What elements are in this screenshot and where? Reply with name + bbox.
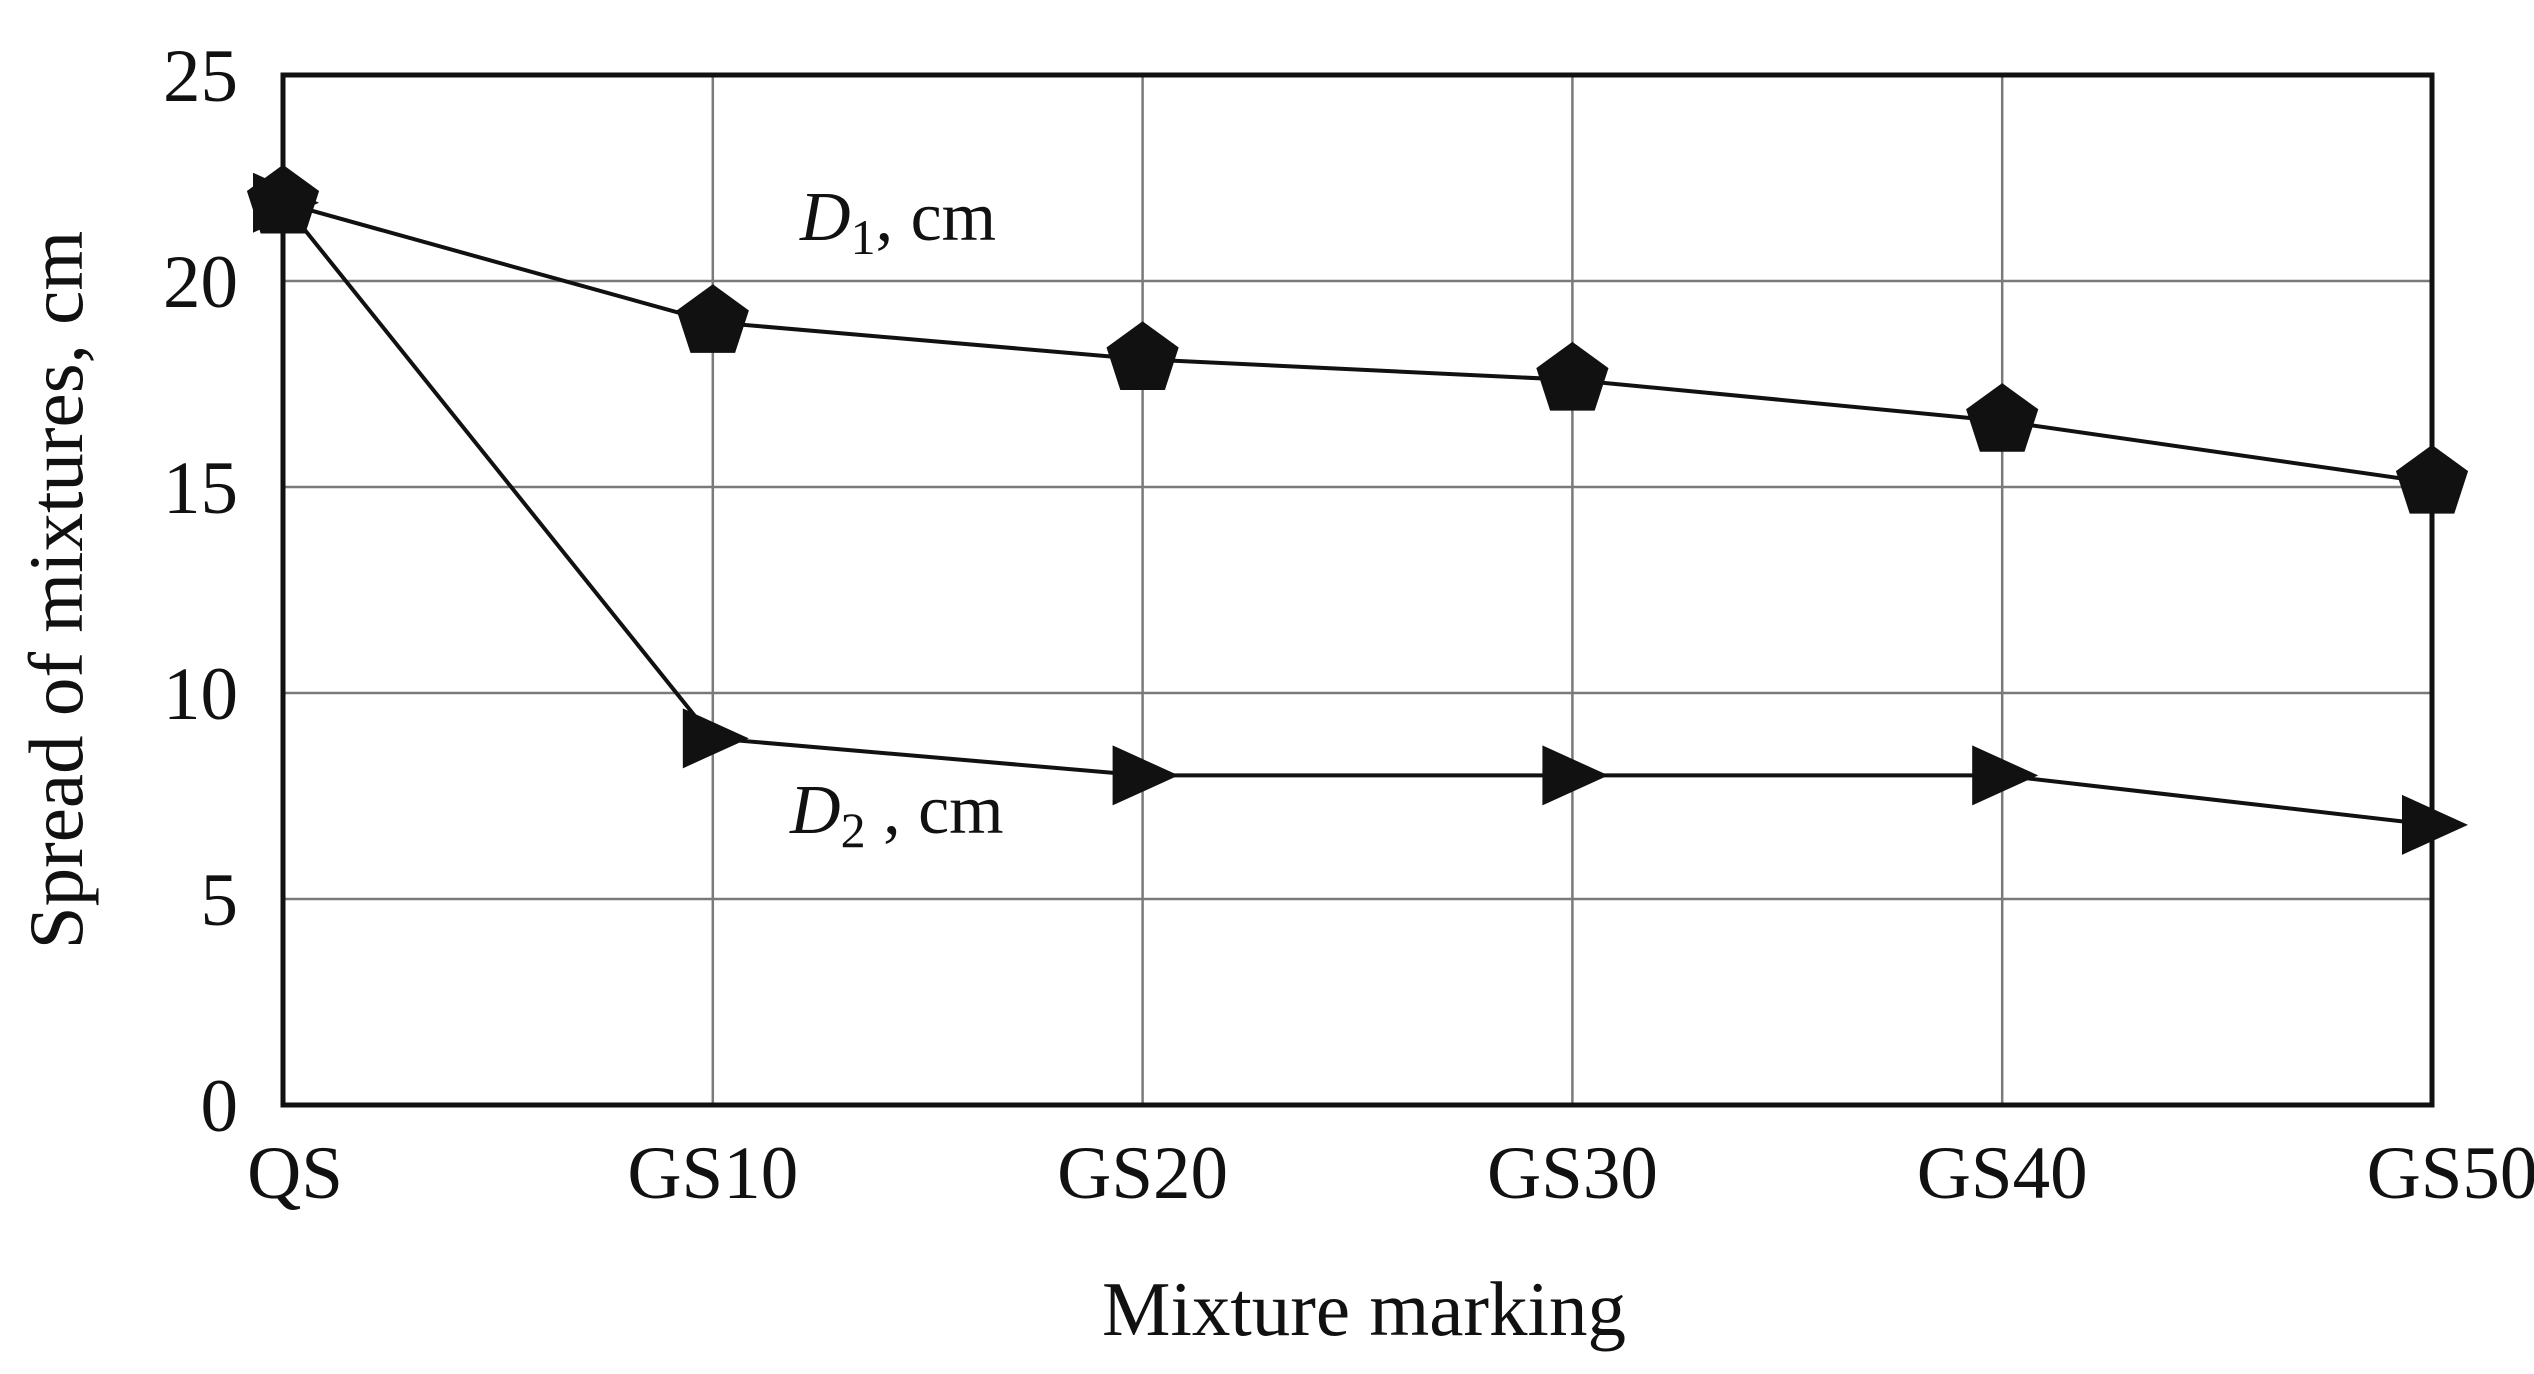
x-axis-ticks: QS GS10 GS20 GS30 GS40 GS50 [247,1132,2534,1215]
series-label-d1-rest: , cm [876,179,997,256]
x-tick-label: QS [247,1132,343,1215]
grid-lines [283,75,2432,1105]
x-tick-label: GS10 [627,1132,798,1215]
series-label-d2-var: D [789,772,841,849]
data-point-2 [1112,745,1179,806]
series-label-d2-rest: , cm [866,772,1004,849]
data-point-2 [253,172,319,233]
data-point-1 [1536,341,1609,411]
x-tick-label: GS20 [1057,1132,1228,1215]
series-label-d1-sub: 1 [851,209,876,265]
series-line-1 [282,200,2433,485]
series-markers [246,164,2469,855]
data-point-2 [1542,745,1609,806]
series-lines [281,200,2433,827]
plot-frame [280,72,2435,1108]
series-label-d1: D1, cm [799,179,996,265]
y-tick-label: 0 [201,1065,239,1148]
y-axis-title: Spread of mixtures, cm [13,231,99,950]
x-axis-title: Mixture marking [1102,1266,1626,1352]
series-line-2 [281,201,2433,827]
series-label-d2: D2 , cm [789,772,1004,858]
y-axis-ticks: 0 5 10 15 20 25 [163,35,238,1148]
series-label-d1-var: D [799,179,851,256]
y-tick-label: 20 [163,241,238,324]
data-point-2 [2402,794,2468,855]
x-tick-label: GS40 [1917,1132,2088,1215]
x-tick-label: GS50 [2367,1132,2534,1215]
data-point-2 [1972,745,2039,806]
x-tick-label: GS30 [1487,1132,1658,1215]
y-tick-label: 10 [163,653,238,736]
data-point-1 [1966,383,2039,452]
data-point-1 [2395,444,2469,514]
data-point-2 [682,708,749,769]
series-label-d2-sub: 2 [841,802,866,858]
y-tick-label: 15 [163,447,238,530]
y-tick-label: 25 [163,35,238,118]
data-point-1 [1106,321,1179,390]
data-point-1 [676,284,749,353]
y-tick-label: 5 [201,859,239,942]
